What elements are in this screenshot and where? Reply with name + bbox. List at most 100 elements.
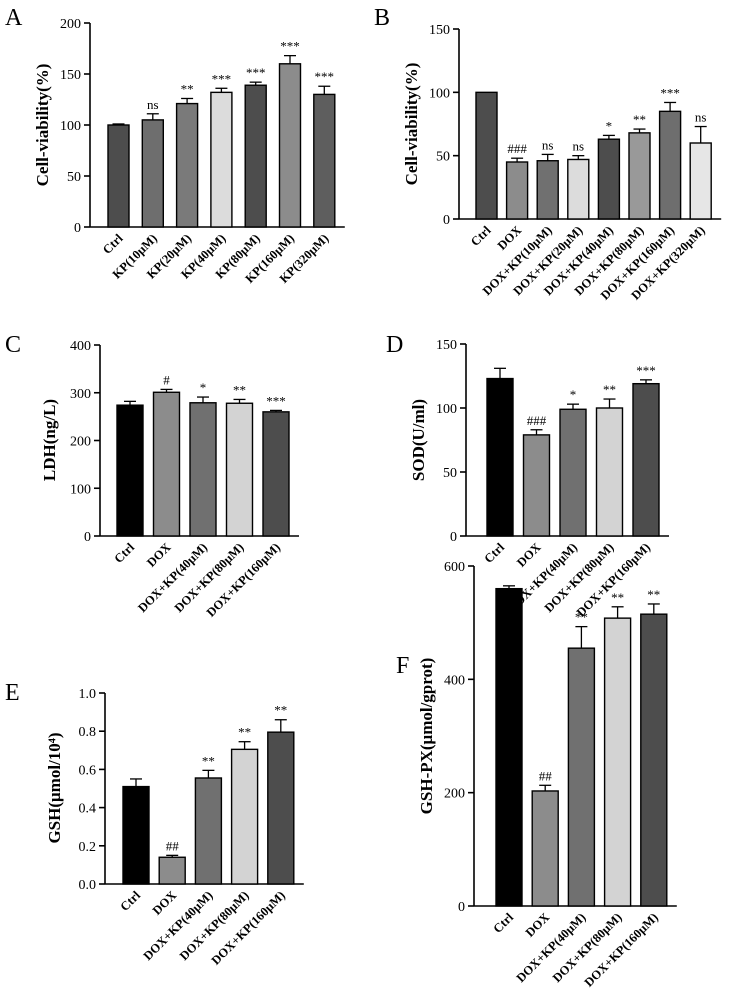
panel-b-significance-label: * [606, 118, 613, 133]
panel-e-significance-label: ** [274, 703, 287, 718]
panel-b-y-tick-label: 150 [429, 23, 450, 38]
panel-b-significance-label: ns [542, 137, 554, 152]
panel-a-y-tick-label: 150 [60, 68, 81, 83]
panel-c-bar [116, 404, 144, 537]
panel-b-y-tick-label: 50 [436, 150, 450, 165]
panel-c-y-axis-label: LDH(ng/L) [40, 399, 59, 481]
panel-a-y-tick-label: 100 [60, 119, 81, 134]
panel-b-bar [536, 160, 559, 220]
panel-b-y-tick-label: 100 [429, 86, 450, 101]
panel-b-bar [505, 161, 529, 220]
panel-a-y-tick-label: 0 [74, 221, 81, 236]
panel-a-y-axis-label: Cell-viability(%) [33, 64, 52, 187]
panel-a-bar [107, 124, 130, 228]
panel-e-y-tick-label: 0.4 [79, 802, 97, 817]
panel-c-significance-label: # [163, 372, 170, 387]
panel-b-significance-label: ns [695, 110, 707, 125]
panel-f-bar [603, 617, 632, 907]
panel-f-bar [531, 790, 559, 907]
panel-e-bar [122, 785, 150, 885]
panel-b-significance-label: ** [633, 112, 646, 127]
panel-f-y-tick-label: 0 [458, 900, 465, 915]
panel-e-significance-label: ## [166, 838, 180, 853]
panel-d-letter: D [386, 332, 403, 358]
panel-d-y-tick-label: 150 [436, 338, 457, 353]
panel-e-x-tick-label: Ctrl [118, 888, 144, 914]
panel-c-y-tick-label: 400 [70, 339, 91, 354]
panel-e: E GSH(μmol/10⁴) 0.0 0.2 0.4 0.6 0.8 1.0 Ctrl ## DO… [5, 680, 304, 968]
panel-a-x-tick-label: Ctrl [100, 231, 126, 257]
panel-f-bar [640, 613, 668, 907]
panel-b-significance-label: ns [573, 139, 585, 154]
panel-e-x-tick-label: DOX [150, 888, 180, 918]
panel-d-bar [595, 407, 624, 537]
panel-a-y-tick-label: 50 [67, 170, 81, 185]
panel-c-x-tick-label: Ctrl [112, 540, 138, 566]
panel-c-y-tick-label: 200 [70, 435, 91, 450]
panel-c-y-tick-label: 300 [70, 387, 91, 402]
panel-f-significance-label: ** [647, 587, 660, 602]
panel-c-significance-label: ** [233, 382, 246, 397]
panel-c-significance-label: * [200, 380, 207, 395]
panel-a-significance-label: ns [147, 97, 159, 112]
panel-e-letter: E [5, 680, 20, 706]
panel-b-bar [658, 110, 682, 220]
panel-d-bar [522, 434, 551, 537]
panel-e-significance-label: ** [202, 753, 215, 768]
panel-b-bar [597, 138, 621, 220]
panel-f-letter: F [396, 653, 409, 679]
panel-b-significance-label: *** [660, 85, 680, 100]
panel-f-y-tick-label: 600 [444, 560, 465, 575]
panel-e-y-tick-label: 1.0 [79, 687, 97, 702]
panel-e-y-tick-label: 0.6 [79, 763, 97, 778]
panel-a-y-tick-label: 200 [60, 17, 81, 32]
panel-d-significance-label: *** [636, 363, 656, 378]
panel-e-bar [158, 856, 186, 885]
panel-d-y-tick-label: 0 [450, 530, 457, 545]
panel-a-bar [278, 63, 302, 228]
panel-d-significance-label: ### [527, 413, 547, 428]
panel-f-x-tick-label: DOX [523, 910, 553, 940]
panel-a-bar [244, 84, 267, 228]
panel-d-bar [486, 377, 514, 537]
panel-e-bar [230, 748, 259, 885]
panel-d-y-axis-label: SOD(U/ml) [409, 399, 428, 481]
panel-b-letter: B [374, 5, 390, 31]
panel-d-y-tick-label: 100 [436, 402, 457, 417]
panel-a-letter: A [5, 5, 23, 31]
panel-a-bar [210, 91, 233, 228]
panel-e-y-tick-label: 0.8 [79, 725, 97, 740]
panel-d-bar [632, 382, 660, 537]
panel-b-bar [475, 91, 498, 220]
panel-a-significance-label: ** [181, 81, 194, 96]
panel-d-significance-label: ** [603, 382, 616, 397]
panel-c-x-tick-label: DOX [144, 540, 174, 570]
panel-b-x-tick-label: Ctrl [468, 223, 494, 249]
panel-f-bar [567, 647, 596, 907]
panel-b: BCell-viability(%)050100150Ctrl###DOXnsD… [374, 5, 722, 303]
panel-a-significance-label: *** [246, 65, 266, 80]
panel-b-bar [628, 132, 651, 220]
panel-c-bar [189, 402, 217, 537]
panel-c-y-tick-label: 0 [84, 530, 91, 545]
panel-d: DSOD(U/ml)050100150Ctrl###DOX*DOX+KP(40μ… [386, 332, 669, 620]
panel-b-bar [567, 158, 590, 220]
panel-c-significance-label: *** [266, 393, 286, 408]
panel-a-bar [175, 102, 199, 228]
panel-e-y-axis-label: GSH(μmol/10⁴) [45, 732, 64, 843]
panel-f-y-tick-label: 200 [444, 787, 465, 802]
panel-e-significance-label: ** [238, 725, 251, 740]
panel-e-y-tick-label: 0.0 [79, 878, 97, 893]
panel-d-bar [559, 408, 587, 537]
panel-b-bar [689, 142, 712, 220]
panel-f-significance-label: ** [575, 610, 588, 625]
panel-d-significance-label: * [570, 387, 577, 402]
panel-c-bar [225, 402, 254, 537]
panel-b-significance-label: ### [507, 141, 527, 156]
panel-d-y-tick-label: 50 [443, 466, 457, 481]
panel-f: F GSH-PX(μmol/gprot) 0 200 400 600 Ctrl ## DOX **… [396, 560, 677, 990]
panel-a-significance-label: *** [212, 71, 232, 86]
panel-e-bar [267, 731, 295, 885]
panel-d-x-tick-label: Ctrl [482, 540, 508, 566]
